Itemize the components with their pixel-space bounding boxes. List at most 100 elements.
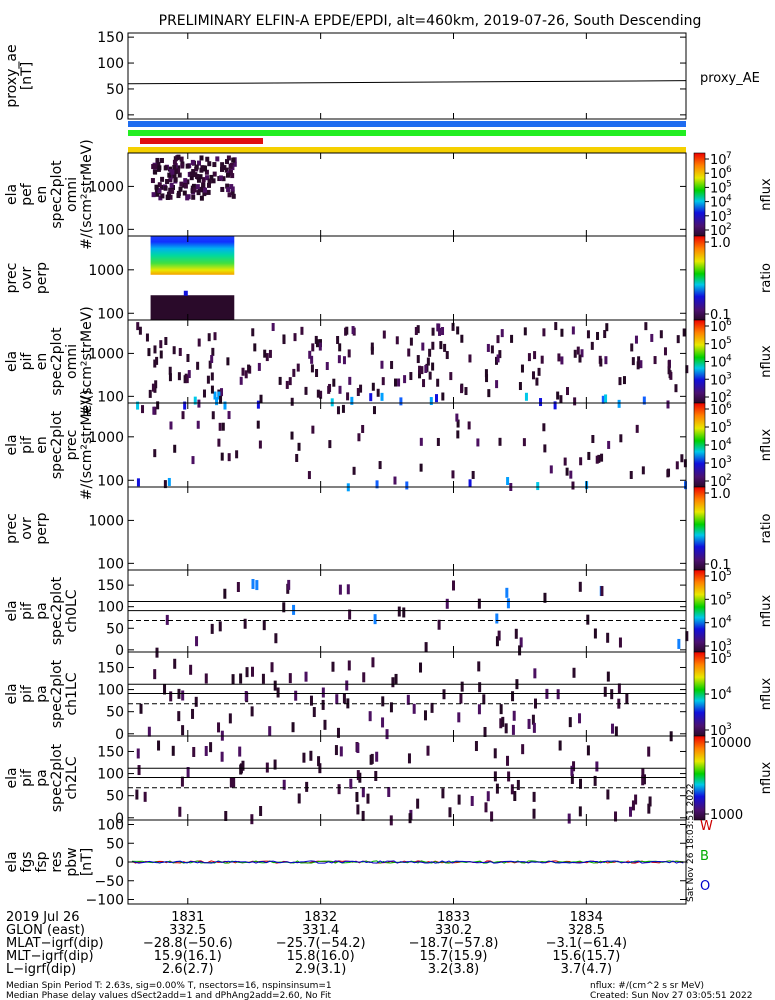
pitch-angle-pixel <box>287 579 291 590</box>
spectrogram-pixel <box>173 169 178 175</box>
ephemeris-value: −25.7(−54.2) <box>276 936 366 951</box>
spectrogram-pixel <box>205 156 210 162</box>
spectrogram-pixel <box>226 187 231 193</box>
spectrogram-pixel <box>141 405 145 414</box>
ephemeris-value: 332.5 <box>169 923 206 938</box>
ephemeris-value: 15.6(15.7) <box>552 949 620 964</box>
ephemeris-value: 15.7(15.9) <box>419 949 487 964</box>
pitch-angle-pixel <box>511 691 515 702</box>
pitch-angle-pixel <box>631 800 635 811</box>
spectrogram-pixel <box>153 449 157 458</box>
spectrogram-pixel <box>163 165 168 171</box>
footer-phase-delay: Median Phase delay values dSect2add=1 an… <box>6 991 331 1000</box>
spectrogram-pixel <box>468 354 472 363</box>
pitch-angle-pixel <box>268 726 272 737</box>
spectrogram-pixel <box>147 348 151 357</box>
spectrogram-pixel <box>189 175 194 181</box>
pitch-angle-pixel <box>209 742 213 753</box>
pitch-angle-pixel <box>642 774 646 785</box>
spectrogram-pixel <box>160 193 165 199</box>
spectrogram-pixel <box>316 389 320 398</box>
spectrogram-pixel <box>170 188 175 194</box>
spectrogram-pixel <box>172 165 177 171</box>
spectrogram-pixel <box>357 433 361 442</box>
ephemeris-row-label: 2019 Jul 26 <box>6 910 80 925</box>
spectrogram-pixel <box>176 165 181 171</box>
spectrogram-pixel <box>224 167 229 173</box>
spectrogram-pixel <box>674 384 678 393</box>
status-bar-green <box>128 130 686 136</box>
spectrogram-pixel <box>438 327 442 336</box>
spectrogram-pixel <box>209 174 214 180</box>
pitch-angle-pixel <box>204 745 208 756</box>
pitch-angle-pixel <box>171 745 175 756</box>
spectrogram-pixel <box>206 182 211 188</box>
spectrogram-pixel <box>212 162 217 168</box>
pitch-angle-pixel <box>495 783 499 794</box>
spectrogram-pixel <box>176 193 181 199</box>
spectrogram-pixel <box>165 194 170 200</box>
spectrogram-pixel <box>173 177 178 183</box>
spectrogram-pixel <box>178 186 183 192</box>
spectrogram-pixel <box>341 404 345 413</box>
colorbar-tick-exponent: 2 <box>726 473 732 483</box>
legend-proxy-ae: proxy_AE <box>700 71 760 86</box>
colorbar-label: nflux <box>759 178 774 211</box>
spectrogram-pixel <box>600 453 604 462</box>
y-tick-label: −100 <box>86 893 124 909</box>
pitch-angle-pixel <box>189 664 193 675</box>
pitch-angle-pixel <box>243 618 247 629</box>
pitch-angle-pixel <box>614 811 618 822</box>
spectrogram-pixel <box>173 444 177 453</box>
pitch-angle-pixel <box>448 807 452 818</box>
spectrogram-pixel <box>634 335 638 344</box>
spectrogram-pixel <box>484 369 488 378</box>
spectrogram-pixel <box>136 401 140 410</box>
spectrogram-pixel <box>629 470 633 479</box>
y-tick-label: −50 <box>94 874 124 890</box>
colorbar-tick-label: 10 <box>710 210 727 225</box>
spectrogram-pixel <box>183 178 188 184</box>
spectrogram-pixel <box>424 364 428 373</box>
panel-frame <box>127 402 687 488</box>
ephemeris-row-label: L−igrf(dip) <box>6 962 76 977</box>
pitch-angle-pixel <box>430 702 434 713</box>
spectrogram-pixel <box>428 371 432 380</box>
spectrogram-pixel <box>155 157 160 163</box>
y-axis-label: [nT] <box>79 848 95 876</box>
spectrogram-pixel <box>202 165 207 171</box>
pitch-angle-pixel <box>647 803 651 814</box>
ephemeris-value: 3.2(3.8) <box>428 962 480 977</box>
pitch-angle-pixel <box>192 746 196 757</box>
pitch-angle-pixel <box>255 580 259 591</box>
pitch-angle-pixel <box>355 791 359 802</box>
pitch-angle-pixel <box>342 693 346 704</box>
spectrogram-pixel <box>181 411 185 420</box>
spectrogram-pixel <box>422 379 426 388</box>
ephemeris-value: 330.2 <box>435 923 472 938</box>
spectrogram-pixel <box>395 336 399 345</box>
y-axis-label: #/(scm²strMeV) <box>79 390 95 500</box>
pitch-angle-pixel <box>244 691 248 702</box>
spectrogram-pixel <box>311 425 315 434</box>
spectrogram-pixel <box>223 401 227 410</box>
spectrogram-pixel <box>361 424 365 433</box>
spectrogram-pixel <box>300 326 304 335</box>
y-tick-label: 100 <box>97 600 124 616</box>
pitch-angle-pixel <box>474 741 478 752</box>
pitch-angle-pixel <box>543 592 547 603</box>
spectrogram-pixel <box>443 343 447 352</box>
spectrogram-pixel <box>460 334 464 343</box>
colorbar-tick-label: 10 <box>710 391 727 406</box>
spectrogram-pixel <box>253 343 257 352</box>
pitch-angle-pixel <box>238 746 242 757</box>
colorbar-tick-label: 10 <box>710 439 727 454</box>
spectrogram-pixel <box>553 401 557 410</box>
spectrogram-pixel <box>256 420 260 429</box>
pitch-angle-pixel <box>143 791 147 802</box>
pitch-angle-pixel <box>361 810 365 821</box>
spectrogram-pixel <box>193 396 197 405</box>
colorbar-epd_if_prec_ratio: 1.0 0.1 ratio <box>693 486 774 573</box>
colorbar-pa_ch2: 10000 1000 nflux <box>693 735 774 823</box>
